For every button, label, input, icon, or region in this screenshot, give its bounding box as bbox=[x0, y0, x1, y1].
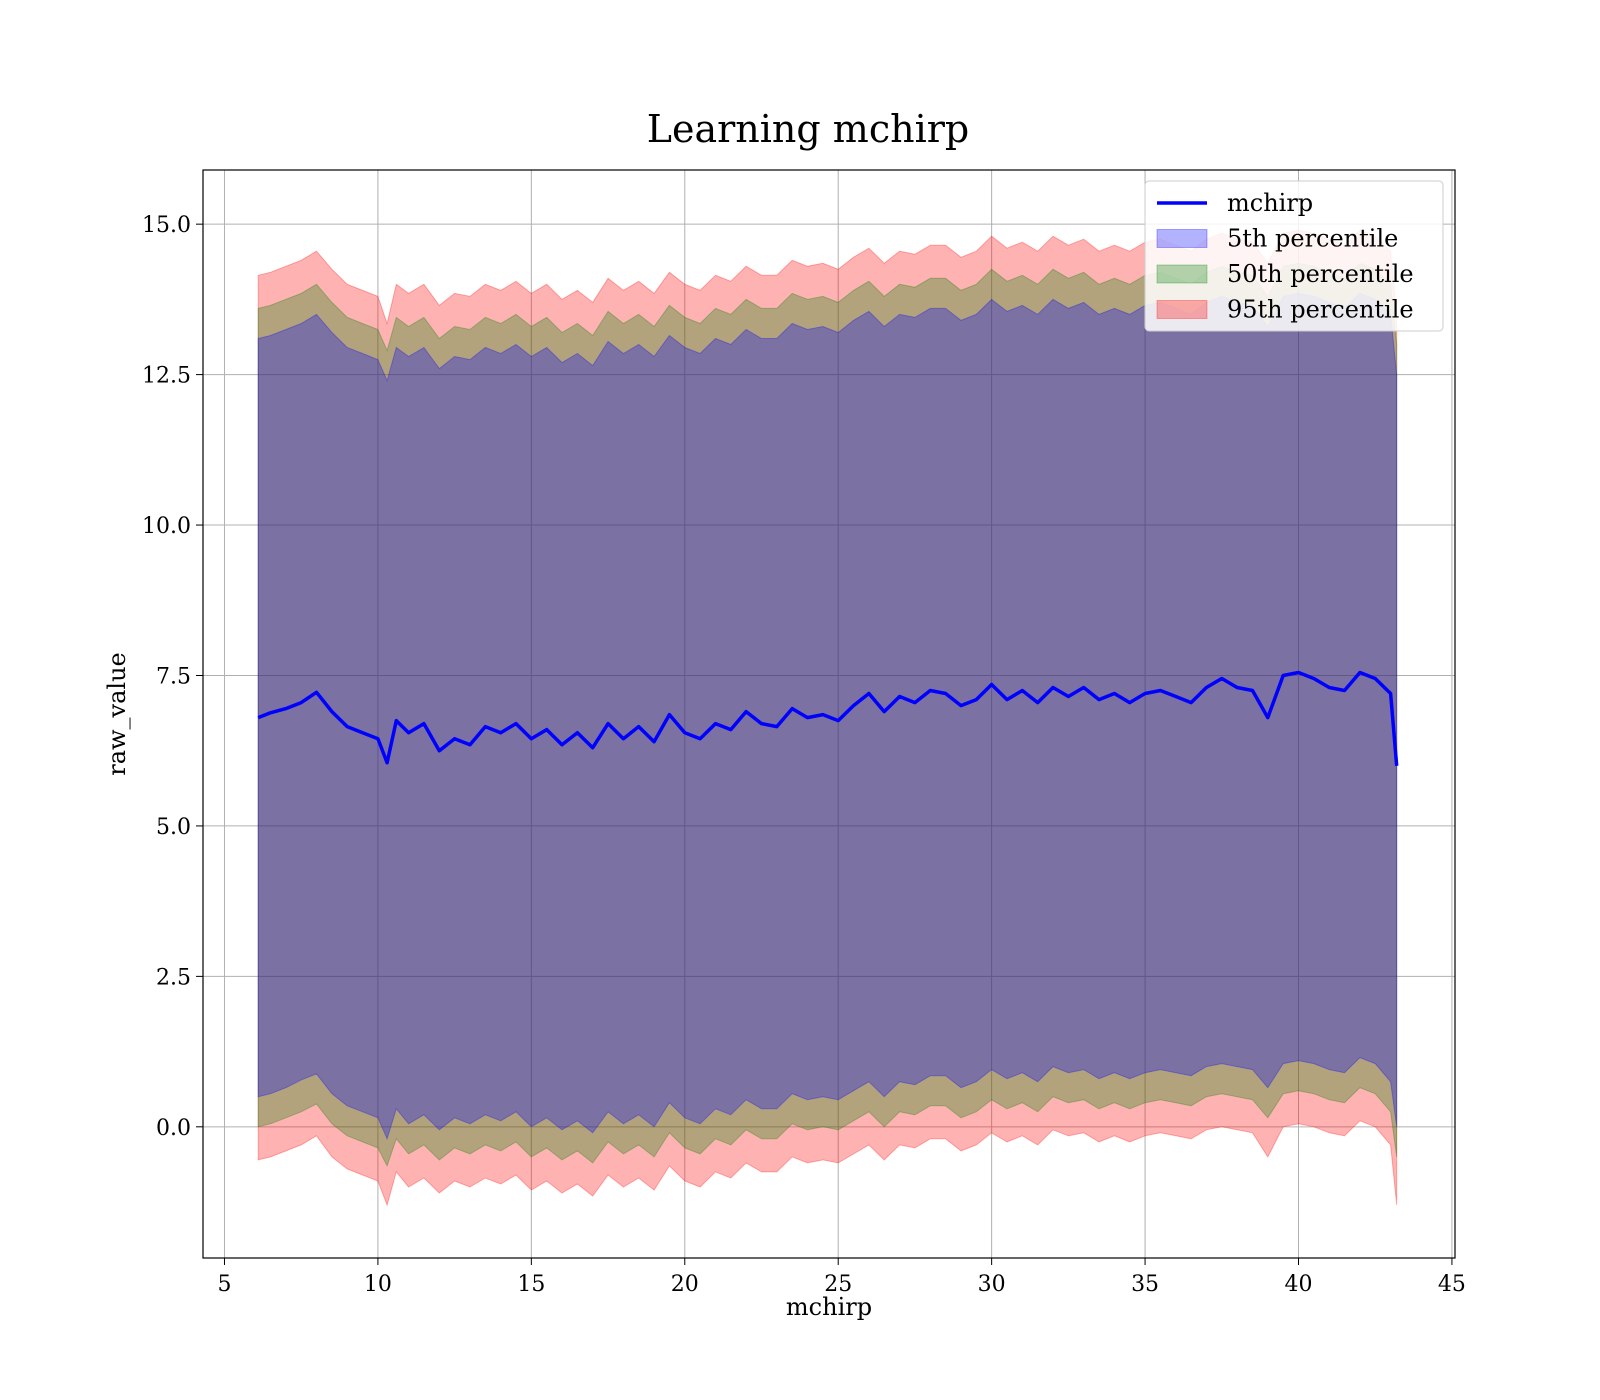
x-tick-label: 25 bbox=[824, 1272, 852, 1297]
legend-label: mchirp bbox=[1227, 189, 1313, 217]
x-tick-label: 30 bbox=[978, 1272, 1006, 1297]
x-tick-label: 10 bbox=[364, 1272, 392, 1297]
x-tick-label: 45 bbox=[1438, 1272, 1466, 1297]
y-tick-label: 12.5 bbox=[142, 364, 191, 389]
legend-band-swatch bbox=[1156, 264, 1208, 284]
grid bbox=[203, 170, 1455, 1258]
y-axis-label: raw_value bbox=[103, 652, 131, 776]
y-tick-label: 0.0 bbox=[156, 1116, 191, 1141]
x-tick-label: 15 bbox=[517, 1272, 545, 1297]
x-axis-label: mchirp bbox=[786, 1293, 872, 1321]
x-axis-ticks: 5 10 15 20 25 30 35 40 45 bbox=[217, 1258, 1466, 1297]
chart-title: Learning mchirp bbox=[647, 107, 969, 151]
legend-band-swatch bbox=[1156, 229, 1208, 248]
y-tick-label: 2.5 bbox=[156, 965, 191, 990]
y-tick-label: 10.0 bbox=[142, 514, 191, 539]
plot-frame bbox=[202, 169, 1456, 1259]
x-tick-label: 40 bbox=[1285, 1272, 1313, 1297]
legend-label: 5th percentile bbox=[1227, 225, 1398, 253]
legend: mchirp 5th percentile 50th percentile 95th … bbox=[1144, 180, 1444, 332]
legend-label: 50th percentile bbox=[1227, 260, 1414, 288]
y-axis-ticks: 0.0 2.5 5.0 7.5 10.0 12.5 15.0 bbox=[142, 213, 203, 1141]
legend-label: 95th percentile bbox=[1227, 296, 1414, 324]
y-tick-label: 7.5 bbox=[156, 664, 191, 689]
legend-band-swatch bbox=[1156, 300, 1208, 319]
x-tick-label: 20 bbox=[671, 1272, 699, 1297]
series-lines bbox=[257, 670, 1399, 766]
line-mchirp bbox=[257, 670, 1399, 766]
legend-box bbox=[1144, 180, 1444, 332]
x-tick-label: 35 bbox=[1131, 1272, 1159, 1297]
x-tick-label: 5 bbox=[217, 1272, 231, 1297]
y-tick-label: 5.0 bbox=[156, 815, 191, 840]
y-tick-label: 15.0 bbox=[142, 213, 191, 238]
